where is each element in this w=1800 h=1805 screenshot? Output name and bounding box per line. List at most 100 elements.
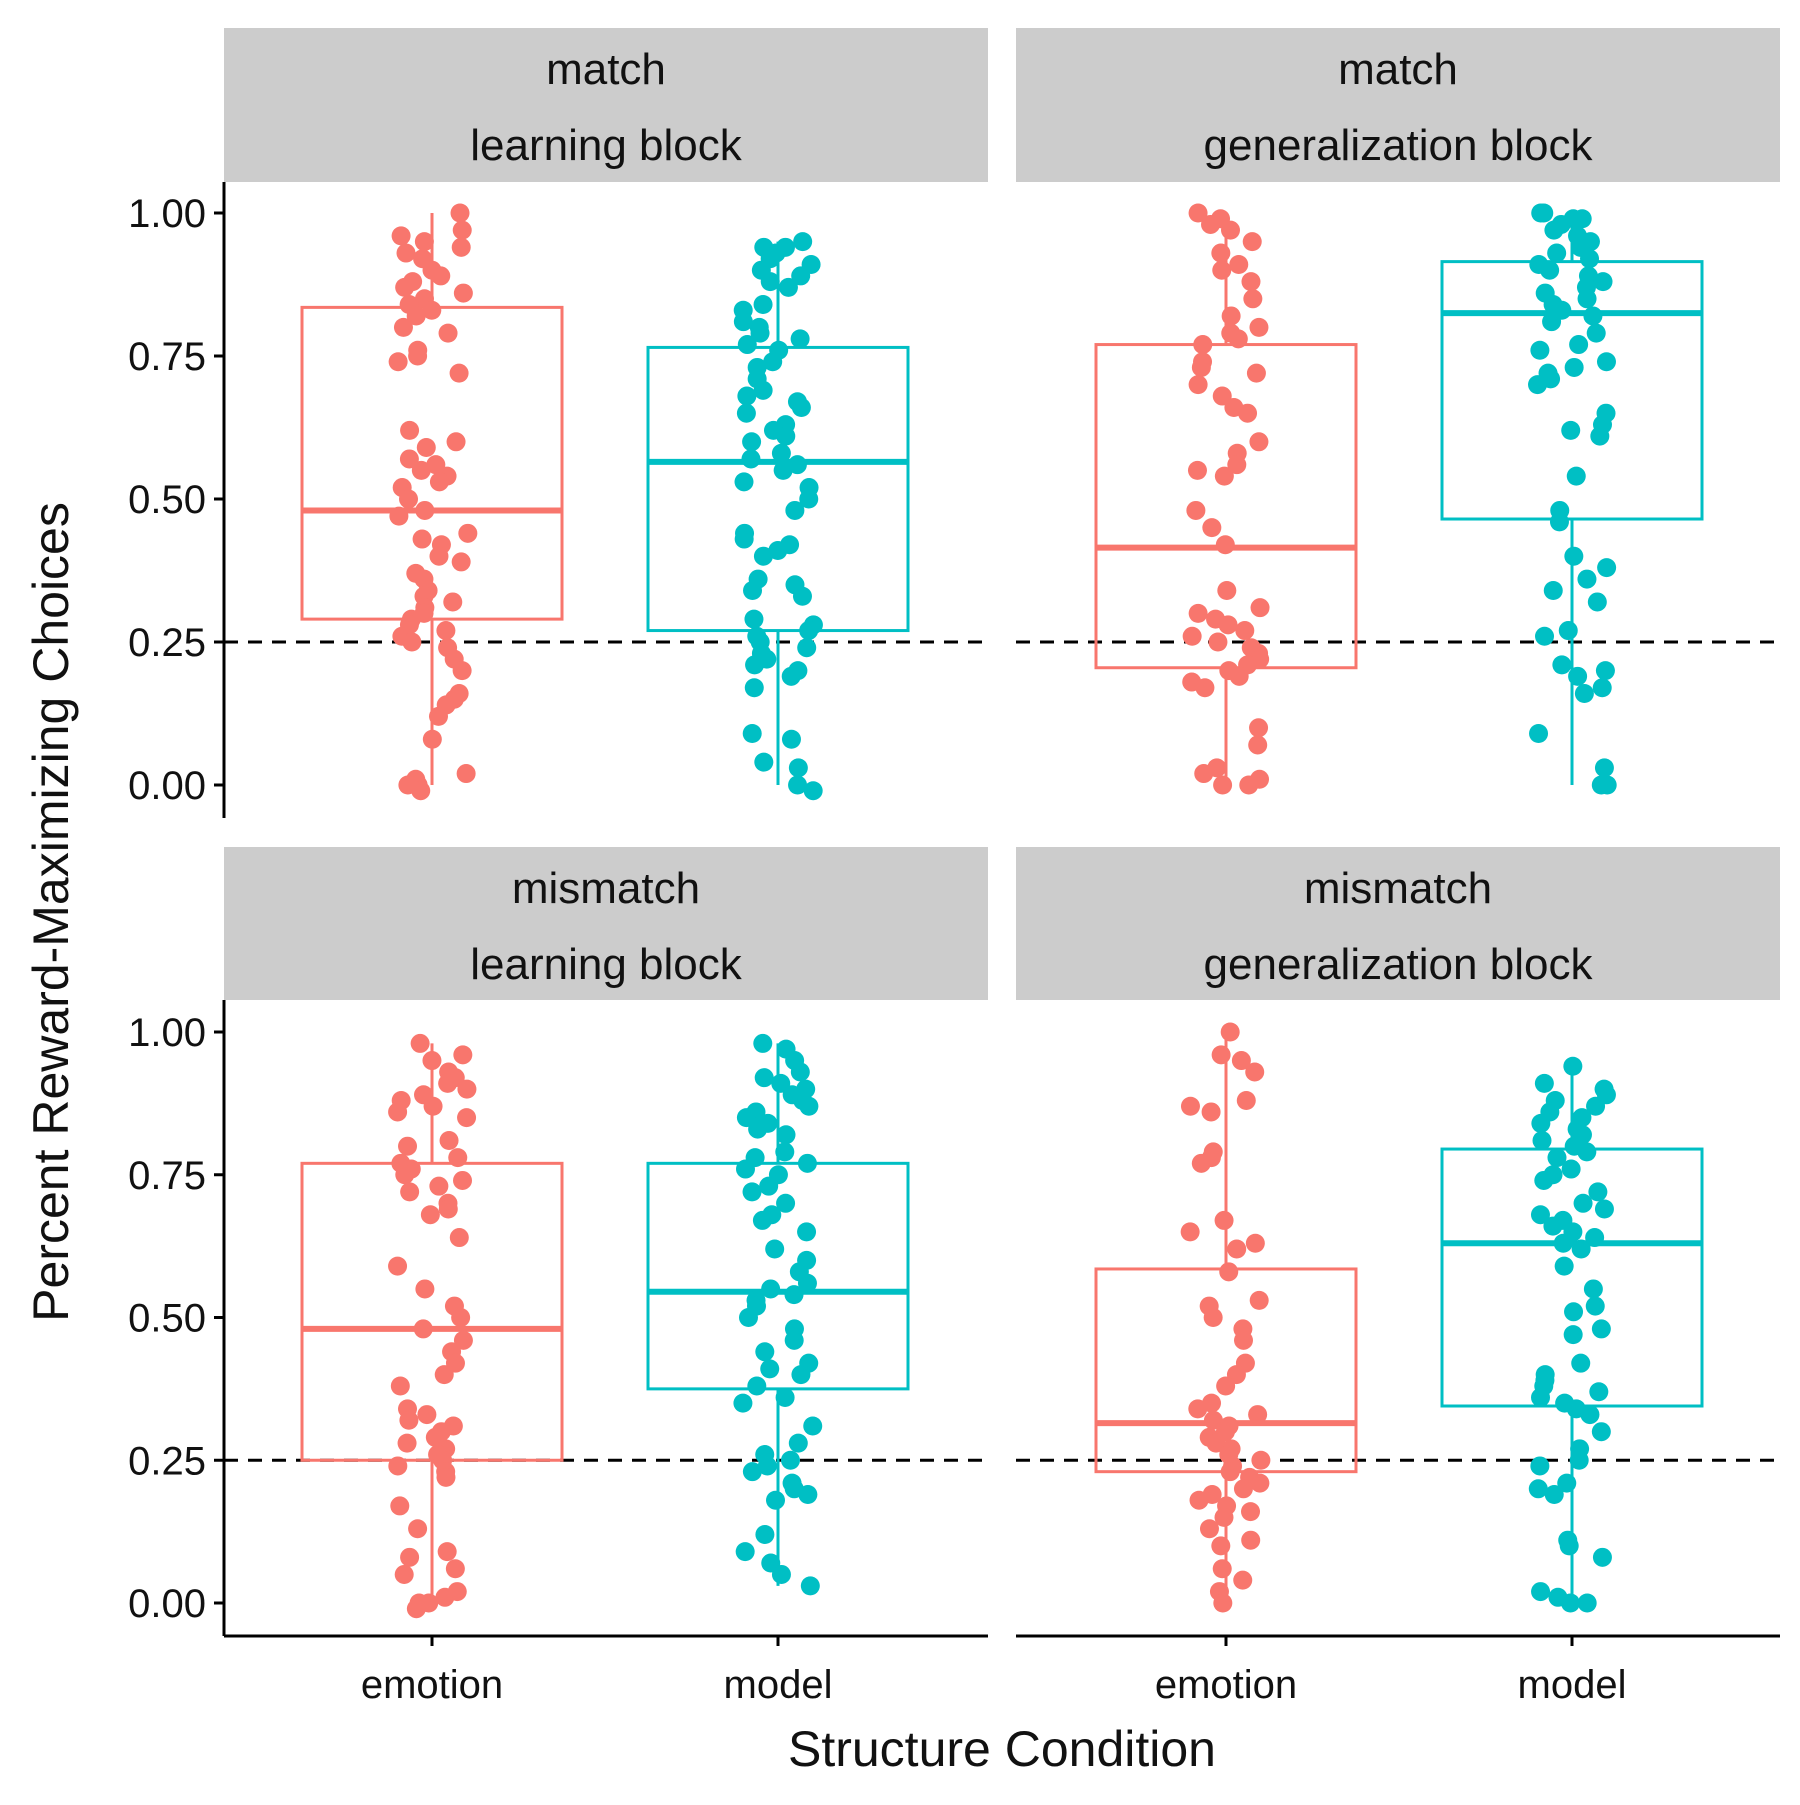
data-point: [1559, 1536, 1579, 1556]
data-point: [771, 1564, 791, 1584]
data-point: [737, 335, 757, 355]
data-point: [797, 1153, 817, 1173]
data-point: [438, 1073, 458, 1093]
data-point: [1554, 1256, 1574, 1276]
data-point: [792, 586, 812, 606]
data-point: [1534, 1170, 1554, 1190]
data-point: [781, 666, 801, 686]
data-point: [1188, 1399, 1208, 1419]
data-point: [1211, 1536, 1231, 1556]
data-point: [799, 621, 819, 641]
data-point: [422, 300, 442, 320]
data-point: [1577, 1142, 1597, 1162]
data-point: [734, 472, 754, 492]
panel-strip: [1016, 28, 1780, 182]
data-point: [452, 220, 472, 240]
panel: match generalization block: [1016, 28, 1780, 795]
data-point: [443, 592, 463, 612]
data-point: [737, 386, 757, 406]
panels-layer: match learning block match generalization b…: [224, 28, 1780, 1619]
data-point: [1593, 272, 1613, 292]
box-model: [1440, 1056, 1704, 1613]
data-point: [1191, 357, 1211, 377]
data-point: [450, 203, 470, 223]
data-point: [1236, 1091, 1256, 1111]
data-point: [436, 621, 456, 641]
data-point: [1589, 1382, 1609, 1402]
data-point: [797, 638, 817, 658]
box-model: [1440, 203, 1704, 795]
data-point: [1214, 1210, 1234, 1230]
data-point: [775, 1142, 795, 1162]
panel-strip-label: match: [546, 45, 666, 94]
data-point: [439, 1130, 459, 1150]
data-point: [745, 655, 765, 675]
data-point: [735, 1159, 755, 1179]
data-point: [765, 1239, 785, 1259]
axes-layer: 0.00 0.25 0.50 0.75 1.00 0.00 0.25 0.50 0.75 1.00…: [128, 182, 1780, 1707]
data-point: [410, 1033, 430, 1053]
x-tick-label: model: [1518, 1663, 1627, 1707]
data-point: [1587, 592, 1607, 612]
data-point: [388, 352, 408, 372]
data-point: [1228, 329, 1248, 349]
data-point: [1249, 718, 1269, 738]
data-point: [800, 1576, 820, 1596]
data-point: [1563, 1056, 1583, 1076]
data-point: [1248, 735, 1268, 755]
data-point: [402, 632, 422, 652]
x-axis-title: Structure Condition: [788, 1721, 1216, 1777]
data-point: [1564, 357, 1584, 377]
data-point: [1569, 1450, 1589, 1470]
data-point: [798, 1485, 818, 1505]
data-point: [1564, 1302, 1584, 1322]
data-point: [1202, 518, 1222, 538]
data-point: [797, 1222, 817, 1242]
data-point: [788, 775, 808, 795]
panel: mismatch generalization block: [1016, 847, 1780, 1613]
data-point: [1214, 466, 1234, 486]
panel-strip-label: match: [1338, 45, 1458, 94]
data-point: [736, 403, 756, 423]
data-point: [1220, 1462, 1240, 1482]
data-point: [1213, 775, 1233, 795]
data-point: [788, 758, 808, 778]
data-point: [390, 1496, 410, 1516]
data-point: [422, 1051, 442, 1071]
data-point: [744, 678, 764, 698]
data-point: [742, 432, 762, 452]
data-point: [776, 426, 796, 446]
data-point: [1206, 1433, 1226, 1453]
data-point: [1241, 272, 1261, 292]
data-point: [1249, 1290, 1269, 1310]
data-point: [793, 232, 813, 252]
data-point: [761, 1279, 781, 1299]
data-point: [1577, 1593, 1597, 1613]
data-point: [453, 1170, 473, 1190]
data-point: [1585, 1228, 1605, 1248]
data-point: [735, 1542, 755, 1562]
panel-strip-label: generalization block: [1204, 121, 1594, 170]
data-point: [1249, 317, 1269, 337]
data-point: [394, 1564, 414, 1584]
data-point: [1250, 1473, 1270, 1493]
panel-strip: [1016, 847, 1780, 1000]
panel-strip: [224, 28, 988, 182]
data-point: [1233, 1570, 1253, 1590]
data-point: [438, 323, 458, 343]
data-point: [1245, 1062, 1265, 1082]
data-point: [1220, 220, 1240, 240]
data-point: [1597, 558, 1617, 578]
data-point: [1212, 1559, 1232, 1579]
panel-strip-label: learning block: [470, 121, 742, 170]
data-point: [1191, 1153, 1211, 1173]
data-point: [752, 1210, 772, 1230]
data-point: [1187, 460, 1207, 480]
data-point: [449, 363, 469, 383]
y-tick-label: 1.00: [128, 192, 206, 236]
panel: match learning block: [224, 28, 988, 801]
data-point: [1530, 1456, 1550, 1476]
data-point: [791, 1365, 811, 1385]
box-iqr: [646, 345, 910, 633]
data-point: [742, 724, 762, 744]
